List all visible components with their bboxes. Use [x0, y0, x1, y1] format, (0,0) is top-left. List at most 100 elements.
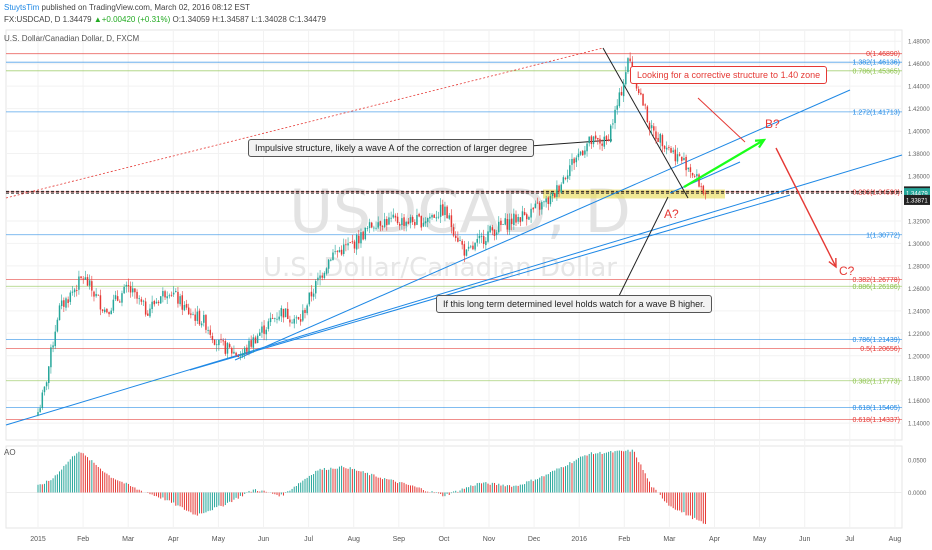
candle-body [250, 340, 252, 347]
candles [37, 52, 707, 417]
candle-body [71, 291, 74, 293]
candle-body [166, 296, 168, 299]
candle-body [560, 184, 562, 193]
symbol-label: FX:USDCAD, D 1.34479 [4, 15, 92, 24]
candle-body [370, 222, 373, 228]
candle-body [551, 193, 554, 196]
candle-body [498, 221, 500, 233]
ao-tick-label: 0.0500 [908, 459, 927, 465]
candle-body [103, 309, 106, 313]
candle-body [398, 223, 401, 226]
candle-body [52, 345, 54, 348]
time-tick-label: 2015 [30, 536, 46, 543]
candle-body [78, 276, 80, 290]
candle-body [215, 344, 218, 346]
candle-body [269, 317, 272, 323]
callout-pointer [611, 196, 669, 311]
candle-body [659, 133, 662, 143]
candle-body [482, 236, 485, 244]
candle-body [403, 217, 405, 226]
trendline [5, 154, 903, 426]
candle-body [609, 125, 612, 142]
candle-body [702, 185, 705, 194]
candle-body [299, 319, 302, 322]
candle-body [155, 301, 158, 304]
price-tick-label: 1.44000 [908, 85, 930, 91]
candle-body [465, 249, 468, 256]
candle-body [164, 291, 166, 298]
watermark-name: U.S. Dollar/Canadian Dollar [263, 253, 617, 283]
candle-body [207, 329, 209, 331]
callout-impulsive[interactable]: Impulsive structure, likely a wave A of … [248, 139, 535, 157]
fib-level-label: 1(1.30772) [866, 232, 900, 239]
candle-body [579, 151, 582, 155]
candle-body [144, 301, 147, 315]
candle-body [291, 322, 293, 324]
price-tick-label: 1.30000 [908, 242, 930, 248]
candle-body [678, 154, 681, 156]
candle-body [530, 208, 532, 218]
candle-body [642, 93, 644, 106]
candle-body [63, 300, 65, 307]
callout-corrective[interactable]: Looking for a corrective structure to 1.… [630, 66, 828, 84]
candle-body [246, 347, 248, 352]
candle-body [504, 218, 506, 225]
callout-long-term[interactable]: If this long term determined level holds… [436, 295, 713, 313]
candle-body [418, 213, 420, 217]
candle-body [532, 207, 534, 210]
candle-body [67, 299, 69, 303]
callout-pointer [529, 139, 613, 147]
candle-body [379, 221, 382, 226]
candle-body [295, 317, 298, 319]
candle-body [569, 165, 571, 177]
time-tick-label: Mar [663, 536, 676, 543]
price-tick-label: 1.28000 [908, 264, 930, 270]
candle-body [205, 315, 207, 330]
candle-body [383, 219, 386, 227]
candle-body [149, 308, 151, 317]
ao-label: AO [4, 448, 16, 457]
candle-body [625, 72, 627, 85]
candle-body [327, 259, 330, 269]
candle-body [147, 313, 149, 316]
candle-body [187, 307, 190, 315]
candle-body [235, 352, 237, 356]
candle-body [50, 347, 52, 368]
wave-arrow-head [754, 138, 767, 149]
candle-body [407, 221, 410, 224]
candle-body [491, 227, 494, 231]
time-tick-label: Jun [799, 536, 810, 543]
candle-body [353, 241, 356, 249]
candle-body [543, 201, 545, 203]
candle-body [629, 58, 631, 62]
candle-body [308, 292, 311, 305]
candle-body [390, 217, 392, 219]
candle-body [612, 123, 614, 125]
price-badge [904, 194, 930, 205]
watermark: USDCAD, D U.S. Dollar/Canadian Dollar [263, 177, 631, 283]
candle-body [661, 135, 664, 147]
candle-body [69, 292, 72, 302]
candle-body [125, 284, 128, 287]
publish-line: StuytsTim published on TradingView.com, … [4, 3, 250, 12]
candle-body [256, 335, 259, 344]
candle-body [648, 122, 651, 130]
candle-body [558, 185, 560, 192]
candle-body [280, 308, 283, 317]
candle-body [86, 277, 89, 286]
candle-body [665, 147, 668, 150]
price-tick-label: 1.46000 [908, 62, 930, 68]
candle-body [134, 288, 136, 293]
candle-body [523, 212, 526, 215]
candle-body [435, 217, 438, 219]
candle-body [618, 92, 621, 107]
candle-body [364, 227, 367, 240]
candle-body [534, 203, 537, 209]
price-tick-label: 1.42000 [908, 107, 930, 113]
candle-body [487, 231, 489, 242]
candle-body [506, 218, 509, 230]
fib-level-label: 1.272(1.41713) [853, 109, 900, 116]
author-link[interactable]: StuytsTim [4, 3, 40, 12]
candle-body [454, 235, 457, 238]
